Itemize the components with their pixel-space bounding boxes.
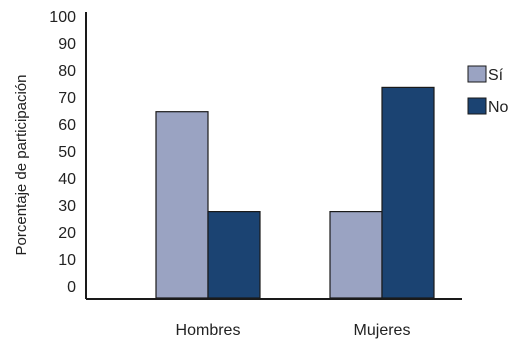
y-tick-label: 40 [58, 171, 76, 188]
legend-swatch [467, 97, 487, 115]
legend: Sí No [467, 65, 509, 116]
x-category-label: Mujeres [354, 322, 411, 339]
bar-no-hombres [207, 211, 261, 299]
legend-label: Sí [488, 67, 504, 84]
bar-si-mujeres [329, 211, 383, 299]
bar-no-mujeres [381, 86, 435, 299]
bars [155, 86, 435, 299]
y-tick-label: 0 [67, 279, 76, 296]
y-tick-labels: 0 10 20 30 40 50 60 70 80 90 100 [49, 9, 76, 296]
y-tick-label: 20 [58, 225, 76, 242]
y-tick-label: 30 [58, 198, 76, 215]
y-tick-label: 90 [58, 36, 76, 53]
y-axis-title: Porcentaje de participación [13, 75, 30, 256]
y-tick-label: 60 [58, 117, 76, 134]
axes [85, 12, 462, 300]
bar-si-hombres [155, 111, 209, 299]
y-axis-title-group: Porcentaje de participación [13, 75, 30, 256]
legend-swatch [467, 65, 487, 83]
y-tick-label: 100 [49, 9, 76, 26]
y-tick-label: 80 [58, 63, 76, 80]
y-tick-label: 10 [58, 252, 76, 269]
y-tick-label: 50 [58, 144, 76, 161]
category-labels: Hombres Mujeres [176, 322, 411, 339]
x-category-label: Hombres [176, 322, 241, 339]
y-tick-label: 70 [58, 90, 76, 107]
legend-label: No [488, 99, 509, 116]
